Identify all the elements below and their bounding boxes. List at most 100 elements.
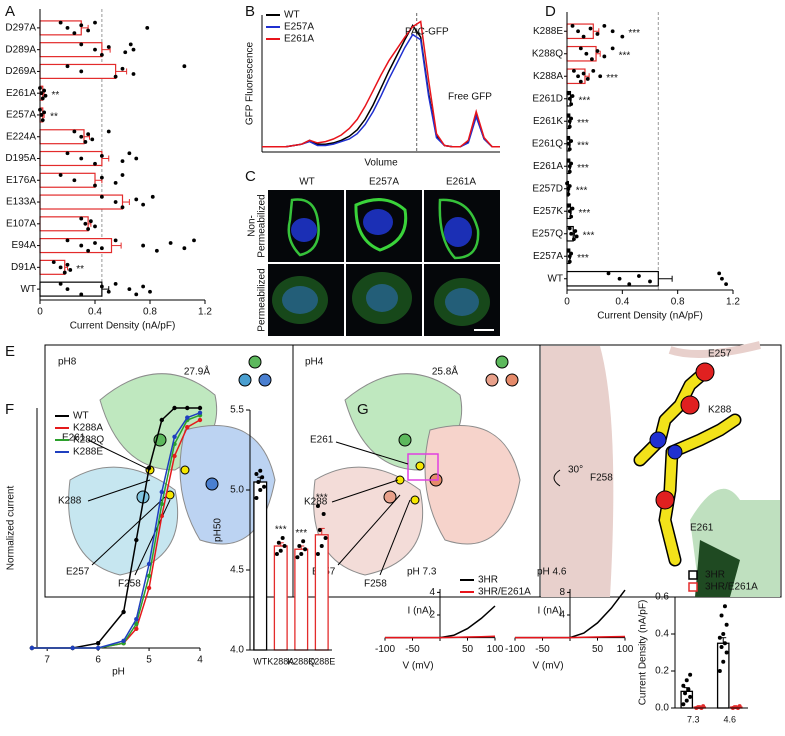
residue — [410, 495, 420, 505]
data-point — [590, 57, 594, 62]
y-tick-label: E133A — [6, 197, 36, 208]
legend-label: WT — [284, 10, 300, 21]
data-point — [724, 622, 729, 627]
y-axis-title: GFP Fluorescence — [245, 41, 256, 125]
panel-label: C — [245, 168, 256, 185]
y-tick-label: E261A — [533, 161, 563, 172]
x-tick-label: 100 — [487, 644, 504, 655]
y-tick-label: D91A — [11, 262, 36, 273]
data-point — [578, 46, 583, 51]
data-point — [123, 50, 128, 55]
x-tick-label: WT — [253, 656, 267, 666]
micrographs — [268, 190, 500, 336]
significance: *** — [577, 163, 589, 174]
y-tick-label: E257D — [532, 183, 563, 194]
significance: *** — [619, 50, 631, 61]
annotation: Free GFP — [448, 92, 492, 103]
data-point — [134, 292, 139, 297]
data-line — [31, 412, 201, 649]
data-line — [515, 635, 626, 639]
data-point — [131, 47, 136, 52]
bar — [253, 481, 268, 651]
residue — [180, 465, 190, 475]
data-point — [86, 248, 91, 253]
y-tick-label: E224A — [6, 131, 36, 142]
structure-ph4 — [313, 355, 521, 576]
y-axis-title: I (nA) — [538, 606, 562, 617]
data-point — [606, 271, 611, 276]
significance: *** — [579, 208, 591, 219]
data-point — [323, 536, 328, 540]
y-tick-label: WT — [547, 273, 563, 284]
y-tick-label: 5.0 — [230, 485, 244, 496]
data-point — [93, 183, 97, 188]
centroid — [205, 477, 219, 491]
data-point — [581, 34, 586, 39]
data-point — [610, 29, 615, 34]
y-tick-label: E257K — [533, 206, 563, 217]
bar — [39, 150, 103, 167]
data-point — [576, 29, 580, 34]
y-tick-label: 4.0 — [230, 645, 244, 656]
x-axis-title: V (mV) — [402, 661, 433, 672]
y-tick-label: 0.2 — [655, 666, 669, 677]
data-point — [131, 72, 136, 76]
data-point — [610, 46, 615, 51]
data-point — [146, 561, 152, 567]
data-point — [602, 54, 607, 59]
data-point — [40, 118, 45, 123]
data-point — [567, 184, 572, 188]
x-tick-label: 50 — [592, 644, 604, 655]
data-point — [681, 683, 686, 688]
data-point — [319, 544, 324, 548]
bar — [39, 281, 103, 297]
nucleus — [444, 217, 472, 247]
y-tick-label: 0.4 — [655, 629, 669, 640]
pointer — [331, 479, 399, 503]
icon — [495, 355, 509, 369]
data-point — [141, 284, 146, 289]
y-tick-label: E261K — [533, 116, 563, 127]
y-tick-label: E261D — [532, 93, 563, 104]
data-point — [65, 287, 70, 292]
data-point — [258, 468, 263, 473]
data-point — [315, 504, 320, 508]
y-tick-label: E257A — [533, 251, 563, 262]
data-point — [724, 282, 728, 287]
data-point — [128, 42, 133, 47]
legend-label: E257A — [284, 22, 314, 33]
data-point — [569, 231, 574, 236]
legend-label: 3HR — [478, 575, 498, 586]
y-tick-label: E257Q — [532, 228, 563, 239]
x-tick-label: 100 — [617, 644, 634, 655]
panel-label: F — [5, 401, 14, 418]
bar — [566, 270, 659, 287]
data-point — [43, 93, 48, 98]
centroid — [398, 433, 412, 447]
nucleus — [366, 284, 398, 312]
data-point — [185, 405, 190, 411]
data-point — [86, 28, 91, 33]
data-point — [258, 488, 263, 492]
data-point — [717, 669, 722, 673]
significance: *** — [295, 528, 307, 539]
data-point — [260, 475, 265, 480]
subunit — [313, 466, 424, 576]
significance: *** — [583, 230, 595, 241]
panel-label: A — [5, 3, 15, 20]
legend-label: WT — [73, 411, 89, 422]
data-point — [58, 20, 63, 25]
residue-label: E261 — [690, 523, 714, 534]
y-tick-label: 4 — [429, 587, 435, 598]
legend-label: K288Q — [73, 435, 104, 446]
residue — [395, 475, 405, 485]
data-point — [159, 501, 164, 507]
panel-label: D — [545, 3, 556, 20]
data-point — [569, 139, 574, 143]
data-point — [68, 268, 73, 272]
icon — [505, 373, 519, 387]
data-line — [262, 20, 500, 148]
data-point — [567, 209, 572, 214]
data-point — [321, 512, 326, 516]
pointer — [134, 499, 171, 576]
